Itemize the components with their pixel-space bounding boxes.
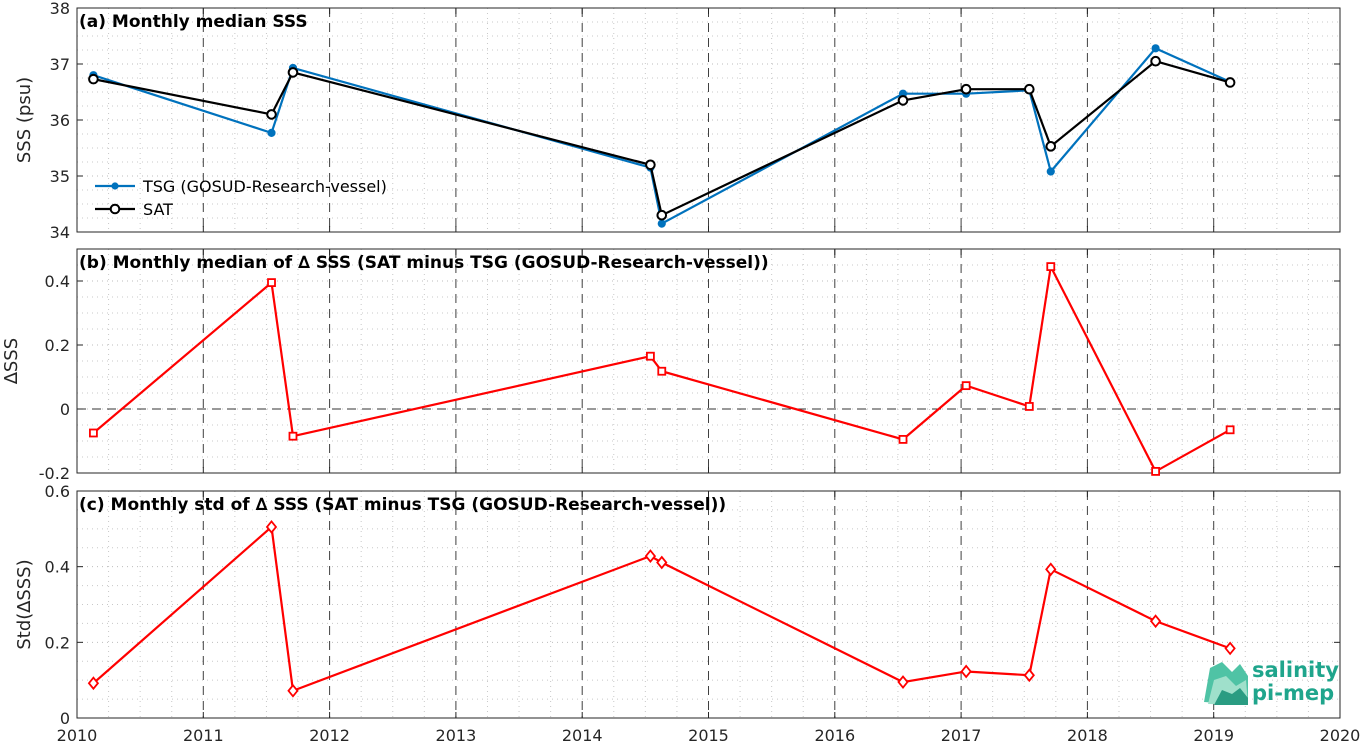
data-point	[89, 428, 98, 438]
data-point	[266, 109, 277, 120]
x-tick-label: 2014	[562, 726, 603, 745]
data-point	[1046, 262, 1056, 272]
panel-b: -0.2 0 0.2 0.4 ∆SSS (b) Monthly median of ∆ S…	[1, 248, 1341, 483]
y-axis-label: ∆SSS	[1, 338, 22, 385]
legend-marker	[111, 182, 119, 190]
data-point	[287, 67, 299, 78]
x-tick-label: 2010	[57, 726, 98, 745]
data-point	[1225, 425, 1235, 435]
series-delta	[89, 262, 1235, 476]
y-tick-label: 34	[50, 223, 70, 242]
data-point	[960, 664, 972, 679]
x-tick-label: 2016	[814, 726, 855, 745]
x-tick-label: 2011	[183, 726, 224, 745]
series-delta	[87, 520, 1236, 698]
panel-title: (a) Monthly median SSS	[79, 12, 308, 32]
panel-title: (b) Monthly median of ∆ SSS (SAT minus T…	[79, 253, 769, 273]
data-point	[265, 520, 278, 534]
data-point	[646, 351, 655, 361]
data-point	[1224, 77, 1236, 88]
data-point	[898, 434, 908, 444]
y-tick-label: 37	[50, 55, 70, 74]
y-tick-label: 0	[60, 400, 70, 419]
y-tick-label: -0.2	[39, 464, 70, 483]
legend-label: SAT	[143, 200, 173, 219]
logo-wave-icon	[1214, 688, 1248, 705]
y-tick-label: 0.2	[45, 336, 70, 355]
data-point	[267, 128, 276, 137]
data-point	[1224, 641, 1236, 656]
data-point	[1024, 83, 1035, 95]
panel-title: (c) Monthly std of ∆ SSS (SAT minus TSG …	[79, 495, 726, 515]
legend-label: TSG (GOSUD-Research-vessel)	[142, 177, 387, 196]
data-point	[1045, 141, 1057, 152]
y-tick-label: 0.4	[45, 272, 70, 291]
data-point	[1023, 668, 1035, 683]
data-point	[657, 219, 666, 228]
x-tick-label: 2013	[436, 726, 477, 745]
panel-a: 34 35 36 37 38 SSS (psu) (a) Monthly median SS…	[14, 0, 1341, 242]
data-point	[645, 159, 656, 171]
x-tick-label: 2019	[1193, 726, 1234, 745]
y-tick-label: 0.2	[45, 633, 70, 652]
series-line	[92, 524, 1231, 693]
data-point	[656, 555, 668, 570]
data-point	[1150, 55, 1161, 67]
y-tick-label: 0.4	[45, 558, 70, 577]
data-point	[656, 209, 668, 221]
data-point	[87, 676, 100, 691]
y-axis-label: Std(∆SSS)	[14, 559, 35, 649]
logo-text-line2: pi-mep	[1252, 681, 1334, 705]
logo-text-line1: salinity	[1252, 658, 1339, 682]
data-point	[1046, 167, 1055, 176]
data-point	[897, 675, 909, 689]
data-point	[267, 278, 276, 288]
data-point	[961, 381, 971, 391]
y-tick-label: 0.6	[45, 482, 70, 501]
series-line	[93, 46, 1231, 226]
data-point	[287, 683, 299, 698]
x-tick-label: 2012	[309, 726, 350, 745]
panel-c: 0 0.2 0.4 0.6 Std(∆SSS) (c) Monthly std of ∆ …	[14, 482, 1341, 728]
x-tick-label: 2017	[941, 726, 982, 745]
data-point	[1151, 44, 1160, 53]
y-tick-label: 35	[50, 167, 70, 186]
x-tick-label: 2015	[688, 726, 729, 745]
legend: TSG (GOSUD-Research-vessel) SAT	[95, 177, 387, 219]
data-point	[1024, 402, 1034, 411]
data-point	[657, 366, 667, 376]
data-point	[1045, 562, 1057, 577]
data-point	[88, 73, 99, 85]
data-point	[288, 431, 298, 441]
data-point	[897, 95, 909, 106]
data-point	[1151, 466, 1161, 476]
legend-marker	[109, 203, 121, 215]
y-axis-label: SSS (psu)	[14, 77, 35, 163]
data-point	[1149, 614, 1162, 629]
x-tick-label: 2020	[1320, 726, 1361, 745]
series-sat	[88, 55, 1236, 221]
y-tick-label: 38	[50, 0, 70, 18]
x-axis: 2010 2011 2012 2013 2014 2015 2016 2017 2018 2019…	[57, 726, 1361, 745]
x-tick-label: 2018	[1067, 726, 1108, 745]
y-tick-label: 0	[60, 709, 70, 728]
data-point	[644, 549, 657, 563]
data-point	[960, 83, 972, 95]
y-tick-label: 36	[50, 111, 70, 130]
